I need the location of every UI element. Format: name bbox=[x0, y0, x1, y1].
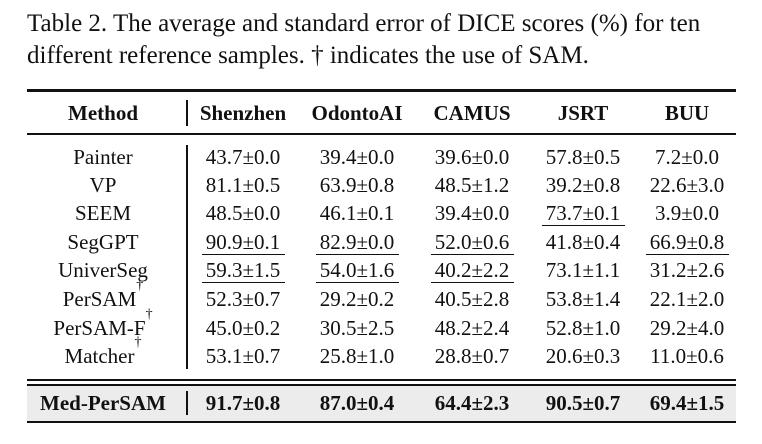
sam-dagger-mark: † bbox=[134, 335, 142, 350]
table-cell: 48.5±0.0 bbox=[205, 201, 281, 225]
table-cell: 39.4±0.0 bbox=[434, 201, 510, 225]
method-name: UniverSeg bbox=[27, 258, 179, 282]
header-method: Method bbox=[68, 101, 138, 125]
second-best-underline bbox=[430, 254, 514, 256]
table-cell: 31.2±2.6 bbox=[649, 258, 725, 282]
bottom-rule bbox=[27, 421, 736, 423]
table-cell: 57.8±0.5 bbox=[545, 145, 621, 169]
table-cell: 48.5±1.2 bbox=[434, 173, 510, 197]
second-best-underline bbox=[201, 282, 285, 284]
header-camus: CAMUS bbox=[433, 101, 511, 125]
table-cell: 39.6±0.0 bbox=[434, 145, 510, 169]
header-rule bbox=[27, 133, 736, 135]
final-row-cell: 69.4±1.5 bbox=[649, 391, 725, 415]
table-cell: 40.5±2.8 bbox=[434, 287, 510, 311]
header-odontoai: OdontoAI bbox=[311, 101, 403, 125]
method-name: VP bbox=[27, 173, 179, 197]
method-label: PerSAM bbox=[62, 287, 137, 311]
top-rule bbox=[27, 89, 736, 92]
method-label: Matcher bbox=[64, 344, 135, 368]
method-label: VP bbox=[89, 173, 117, 197]
table-cell: 90.9±0.1 bbox=[205, 230, 281, 254]
method-name: PerSAM† bbox=[27, 279, 179, 312]
table-cell: 29.2±0.2 bbox=[319, 287, 395, 311]
table-cell: 54.0±1.6 bbox=[319, 258, 395, 282]
table-cell: 20.6±0.3 bbox=[545, 344, 621, 368]
method-name: Matcher† bbox=[27, 336, 179, 369]
final-row-cell: 64.4±2.3 bbox=[434, 391, 510, 415]
table-cell: 82.9±0.0 bbox=[319, 230, 395, 254]
final-row-divider bbox=[186, 391, 188, 415]
header-shenzhen: Shenzhen bbox=[199, 101, 287, 125]
table-cell: 53.8±1.4 bbox=[545, 287, 621, 311]
second-best-underline bbox=[645, 254, 729, 256]
second-best-underline bbox=[201, 254, 285, 256]
table-cell: 52.3±0.7 bbox=[205, 287, 281, 311]
final-method-name: Med-PerSAM bbox=[40, 391, 166, 415]
method-name: SEEM bbox=[27, 201, 179, 225]
table-cell: 7.2±0.0 bbox=[654, 145, 720, 169]
table-cell: 11.0±0.6 bbox=[650, 344, 724, 368]
table-cell: 52.0±0.6 bbox=[434, 230, 510, 254]
second-best-underline bbox=[315, 282, 399, 284]
second-best-underline bbox=[541, 225, 625, 227]
method-label: Painter bbox=[73, 145, 133, 169]
table-cell: 41.8±0.4 bbox=[545, 230, 621, 254]
header-divider bbox=[186, 100, 188, 126]
table-cell: 73.1±1.1 bbox=[545, 258, 621, 282]
table-cell: 40.2±2.2 bbox=[434, 258, 510, 282]
highlight-band bbox=[27, 386, 736, 421]
method-label: UniverSeg bbox=[58, 258, 148, 282]
second-best-underline bbox=[430, 282, 514, 284]
table-cell: 28.8±0.7 bbox=[434, 344, 510, 368]
second-best-underline bbox=[315, 254, 399, 256]
table-cell: 25.8±1.0 bbox=[319, 344, 395, 368]
table-cell: 53.1±0.7 bbox=[205, 344, 281, 368]
table-cell: 22.6±3.0 bbox=[649, 173, 725, 197]
sam-dagger-mark: † bbox=[145, 307, 153, 322]
table-cell: 81.1±0.5 bbox=[205, 173, 281, 197]
body-divider bbox=[186, 145, 188, 369]
sam-dagger-mark: † bbox=[136, 278, 144, 293]
table-cell: 3.9±0.0 bbox=[654, 201, 720, 225]
header-buu: BUU bbox=[664, 101, 710, 125]
method-name: SegGPT bbox=[27, 230, 179, 254]
table-cell: 59.3±1.5 bbox=[205, 258, 281, 282]
table-cell: 45.0±0.2 bbox=[205, 316, 281, 340]
method-name: PerSAM-F† bbox=[27, 308, 179, 341]
header-jsrt: JSRT bbox=[557, 101, 609, 125]
table-cell: 39.2±0.8 bbox=[545, 173, 621, 197]
separator-rule-lower bbox=[27, 384, 736, 386]
final-row-cell: 87.0±0.4 bbox=[319, 391, 395, 415]
table-cell: 46.1±0.1 bbox=[319, 201, 395, 225]
separator-rule-upper bbox=[27, 379, 736, 381]
table-cell: 52.8±1.0 bbox=[545, 316, 621, 340]
final-row-cell: 90.5±0.7 bbox=[545, 391, 621, 415]
table-cell: 39.4±0.0 bbox=[319, 145, 395, 169]
method-label: PerSAM-F bbox=[53, 316, 146, 340]
table-cell: 73.7±0.1 bbox=[545, 201, 621, 225]
table-cell: 30.5±2.5 bbox=[319, 316, 395, 340]
table-cell: 43.7±0.0 bbox=[205, 145, 281, 169]
final-row-cell: 91.7±0.8 bbox=[205, 391, 281, 415]
table-caption: Table 2. The average and standard error … bbox=[27, 10, 701, 69]
table-cell: 22.1±2.0 bbox=[649, 287, 725, 311]
table-cell: 48.2±2.4 bbox=[434, 316, 510, 340]
method-label: SegGPT bbox=[67, 230, 139, 254]
method-label: SEEM bbox=[74, 201, 131, 225]
table-cell: 63.9±0.8 bbox=[319, 173, 395, 197]
table-cell: 66.9±0.8 bbox=[649, 230, 725, 254]
table-cell: 29.2±4.0 bbox=[649, 316, 725, 340]
method-name: Painter bbox=[27, 145, 179, 169]
